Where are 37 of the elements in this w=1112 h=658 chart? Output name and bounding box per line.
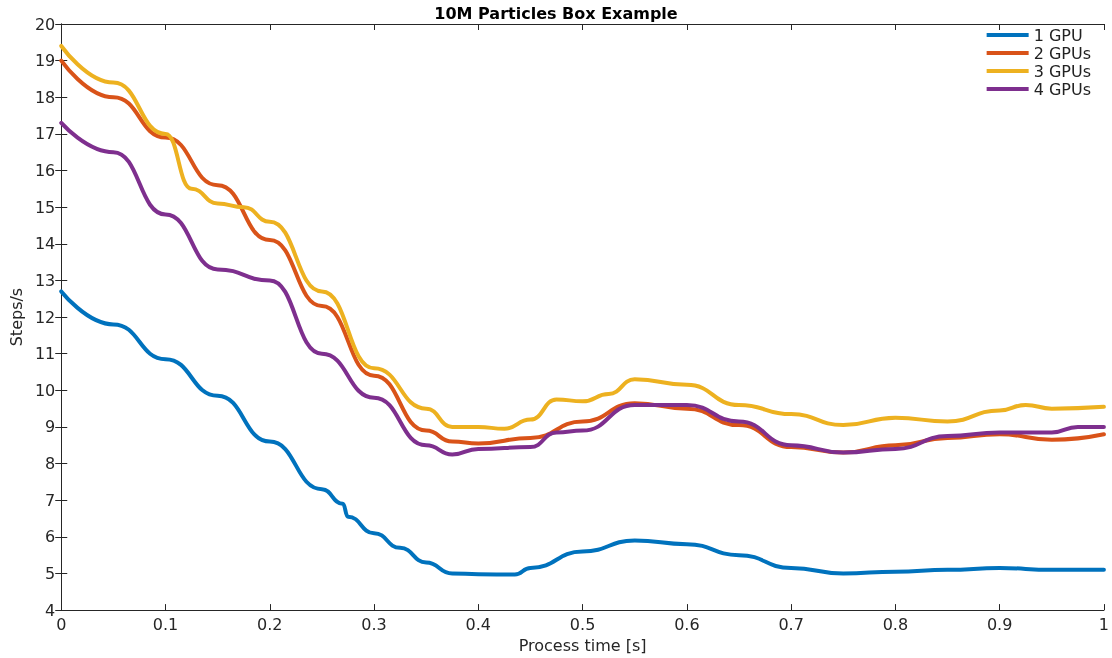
x-tick-label: 0.3: [361, 614, 387, 634]
y-tick-label: 17: [34, 124, 56, 144]
x-tick-label: 0.1: [152, 614, 179, 634]
y-tick-label: 5: [45, 563, 56, 583]
y-tick-label: 7: [45, 490, 56, 510]
x-tick-label: 0.5: [569, 614, 596, 634]
y-tick-label: 14: [34, 234, 56, 254]
y-tick-label: 6: [45, 527, 56, 547]
y-tick-label: 4: [45, 600, 56, 620]
y-tick-label: 16: [34, 161, 56, 181]
y-tick-label: 10: [34, 380, 56, 400]
y-tick-label: 20: [34, 14, 56, 34]
legend-label: 2 GPUs: [1033, 43, 1091, 63]
x-tick-label: 0.4: [465, 614, 492, 634]
x-tick-label: 0.6: [674, 614, 700, 634]
line-series: [59, 289, 1106, 577]
x-tick-label: 0.8: [882, 614, 909, 634]
line-series: [59, 120, 1106, 457]
y-tick-label: 15: [34, 197, 56, 217]
chart-title: 10M Particles Box Example: [434, 3, 678, 23]
y-tick-label: 11: [34, 344, 56, 364]
x-tick-label: 0: [56, 614, 67, 634]
y-tick-label: 8: [45, 454, 56, 474]
legend-label: 3 GPUs: [1033, 61, 1091, 81]
x-axis-title: Process time [s]: [518, 635, 647, 655]
x-tick-label: 0.9: [986, 614, 1013, 634]
y-tick-label: 19: [34, 51, 56, 71]
legend-label: 1 GPU: [1033, 25, 1083, 45]
y-tick-label: 13: [34, 270, 56, 290]
y-tick-label: 18: [34, 87, 56, 107]
x-tick-label: 0.2: [257, 614, 283, 634]
y-tick-label: 12: [34, 307, 56, 327]
x-tick-label: 0.7: [778, 614, 804, 634]
y-axis-title: Steps/s: [6, 287, 26, 347]
legend-label: 4 GPUs: [1033, 79, 1091, 99]
x-tick-label: 1: [1098, 614, 1109, 634]
y-tick-label: 9: [45, 417, 56, 437]
